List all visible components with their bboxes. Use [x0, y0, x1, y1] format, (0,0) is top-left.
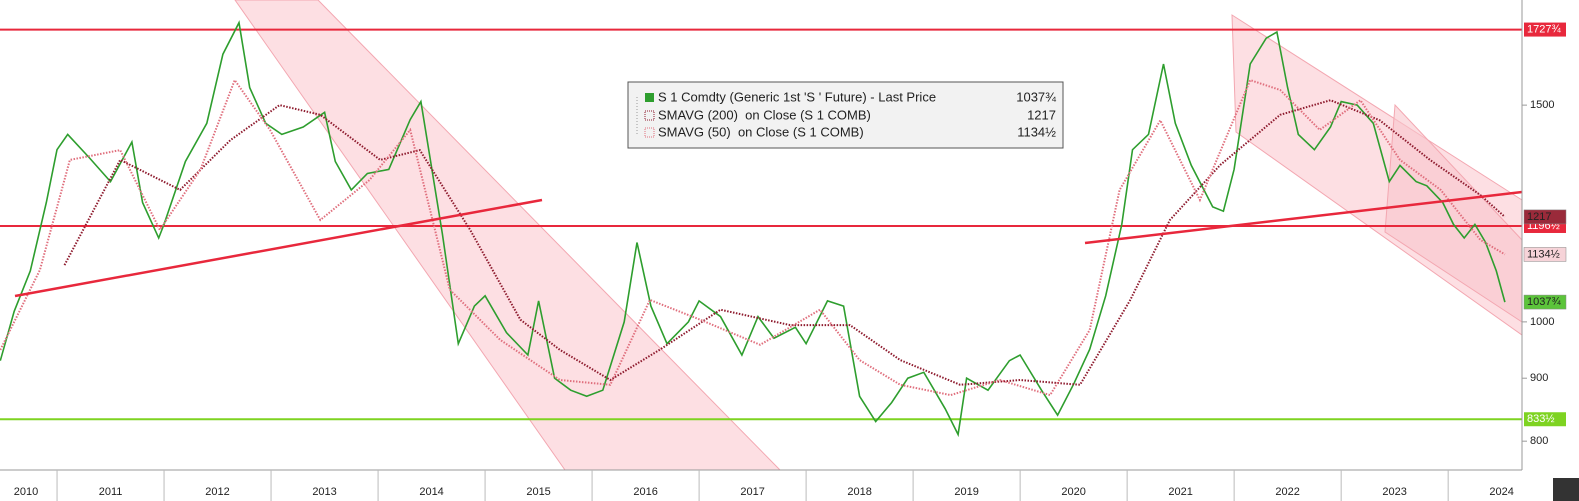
channel — [234, 0, 782, 471]
level-tag — [1524, 412, 1566, 427]
x-tick-label: 2016 — [633, 486, 657, 498]
x-tick-label: 2012 — [205, 486, 229, 498]
y-tick-label: 800 — [1530, 435, 1548, 447]
series-line — [0, 20, 1506, 438]
plot — [0, 20, 1522, 438]
x-tick-label: 2010 — [14, 486, 38, 498]
x-tick-label: 2023 — [1382, 486, 1406, 498]
corner-box — [1553, 478, 1579, 501]
legend-value: 1217 — [1027, 107, 1056, 122]
last-tag — [1523, 294, 1567, 310]
trend-line — [14, 198, 543, 298]
legend: S 1 Comdty (Generic 1st 'S ' Future) - L… — [627, 81, 1064, 149]
last-tag-label: 1134½ — [1527, 248, 1560, 260]
level-tag-label: 1727¾ — [1527, 23, 1561, 35]
x-tick-label: 2017 — [740, 486, 764, 498]
series-line — [0, 77, 1506, 397]
legend-value: 1037¾ — [1016, 89, 1056, 104]
legend-swatch — [644, 110, 655, 121]
series-line — [63, 99, 1506, 386]
channels — [234, 0, 1523, 471]
last-tag-label: 1037¾ — [1527, 296, 1561, 308]
legend-label: SMAVG (200) on Close (S 1 COMB) — [658, 107, 871, 122]
legend-value: 1134½ — [1017, 124, 1056, 139]
level-tag — [1524, 22, 1566, 37]
y-tick-label: 1000 — [1530, 316, 1554, 328]
x-tick-label: 2019 — [954, 486, 978, 498]
x-tick-label: 2013 — [312, 486, 336, 498]
last-tag — [1523, 247, 1567, 262]
last-tag-label: 1217 — [1527, 211, 1551, 223]
x-tick-label: 2018 — [847, 486, 871, 498]
x-tick-label: 2024 — [1489, 486, 1513, 498]
x-tick-label: 2011 — [99, 486, 123, 498]
legend-label: SMAVG (50) on Close (S 1 COMB) — [658, 124, 864, 139]
x-tick-label: 2020 — [1061, 486, 1085, 498]
legend-label: S 1 Comdty (Generic 1st 'S ' Future) - L… — [658, 89, 936, 104]
legend-box — [627, 81, 1064, 149]
x-tick-label: 2022 — [1275, 486, 1299, 498]
y-tick-label: 900 — [1530, 372, 1548, 384]
legend-swatch — [645, 93, 654, 102]
x-tick-label: 2021 — [1168, 486, 1192, 498]
y-tick-label: 1500 — [1530, 99, 1554, 111]
legend-swatch — [644, 127, 655, 138]
x-tick-label: 2014 — [419, 486, 443, 498]
level-tag-label: 833½ — [1527, 413, 1555, 425]
trend-line — [1084, 190, 1523, 245]
last-tag — [1523, 209, 1567, 225]
x-tick-label: 2015 — [526, 486, 550, 498]
